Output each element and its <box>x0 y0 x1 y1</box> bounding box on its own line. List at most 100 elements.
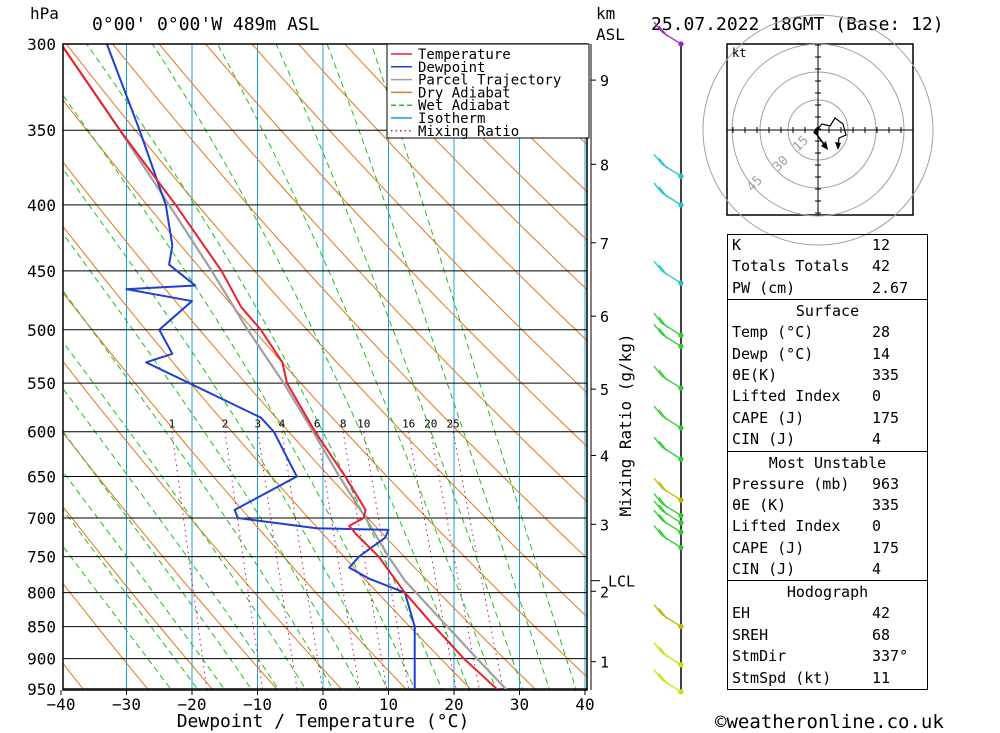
wind-level-dot <box>678 529 684 535</box>
wind-level-dot <box>678 332 684 338</box>
dry-adiabat-line <box>63 99 587 678</box>
indices-table: K 12 Totals Totals 42 PW (cm) 2.67 Surface … <box>727 234 928 691</box>
dry-adiabat-line <box>63 431 279 690</box>
wet-adiabat-line <box>275 44 524 690</box>
km-tick-label: 4 <box>600 447 609 465</box>
temperature-tick-label: −30 <box>112 695 141 714</box>
copyright-label: ©weatheronline.co.uk <box>715 711 944 733</box>
wind-barb-flag <box>658 513 668 525</box>
wind-barb-flag <box>653 669 663 681</box>
location-label: 0°00' 0°00'W 489m ASL <box>92 14 320 35</box>
surface-lifted-index-value: 0 <box>872 387 882 406</box>
dry-adiabat-line <box>251 44 587 394</box>
mu-pressure-value: 963 <box>872 474 900 493</box>
pressure-tick-label: 550 <box>27 374 56 393</box>
mu-cin-row: CIN (J) 4 <box>728 559 927 580</box>
dry-adiabat-line <box>63 161 537 690</box>
mixing-ratio-label: 25 <box>447 418 460 431</box>
wind-barb-flag <box>658 481 668 493</box>
wind-level-dot <box>678 520 684 526</box>
stmdir-value: 337° <box>872 647 909 666</box>
temperature-tick-label: 40 <box>575 695 594 714</box>
wind-level-dot <box>678 385 684 391</box>
totals-value: 42 <box>872 257 891 276</box>
pressure-unit-label: hPa <box>30 4 59 23</box>
mu-pressure-row: Pressure (mb) 963 <box>728 474 927 495</box>
pw-label: PW (cm) <box>732 278 796 297</box>
wind-barb-flag <box>653 642 663 654</box>
wind-level-dot <box>678 202 684 208</box>
wind-barb-flag <box>653 21 663 33</box>
general-indices-section: K 12 Totals Totals 42 PW (cm) 2.67 <box>728 235 927 301</box>
pressure-tick-label: 700 <box>27 509 56 528</box>
totals-label: Totals Totals <box>732 257 850 276</box>
wind-barb-flag <box>658 440 668 452</box>
surface-cin-value: 4 <box>872 430 882 449</box>
wind-level-dot <box>678 662 684 668</box>
legend-entry: Dry Adiabat <box>418 85 511 101</box>
wind-barb-flag <box>653 436 663 448</box>
mu-cin-label: CIN (J) <box>732 560 796 579</box>
mixing-ratio-axis-title: Mixing Ratio (g/kg) <box>616 333 635 516</box>
surface-cape-label: CAPE (J) <box>732 408 805 427</box>
lcl-label: LCL <box>608 573 635 591</box>
dry-adiabat-line <box>63 292 408 690</box>
wind-level-dot <box>678 623 684 630</box>
hodograph-section: Hodograph EH 42 SREH 68 StmDir 337° StmSpd … <box>728 581 927 691</box>
pw-value: 2.67 <box>872 278 909 297</box>
wind-barb-flag <box>653 365 663 377</box>
wind-barb-flag <box>658 369 668 381</box>
wet-adiabat-line <box>152 44 470 690</box>
temperature-tick-label: 30 <box>510 695 529 714</box>
km-tick-label: 6 <box>600 308 609 326</box>
legend-entry: Dewpoint <box>418 60 485 76</box>
wind-barb-flag <box>653 493 663 504</box>
dry-adiabat-line <box>158 44 587 503</box>
pressure-axis-labels: 300 350 400 450 500 550 600 650 700 750 800 850 900 9… <box>27 35 56 699</box>
wind-level-dot <box>678 41 684 47</box>
dry-adiabat-line <box>205 44 587 448</box>
surface-temp-value: 28 <box>872 323 891 342</box>
wind-barb-flag <box>658 504 668 516</box>
legend-entry: Isotherm <box>418 111 485 127</box>
surface-lifted-index-label: Lifted Index <box>732 387 841 406</box>
surface-theta-e-row: θE(K) 335 <box>728 365 927 386</box>
wet-adiabat-line <box>63 470 226 690</box>
hodograph-title: Hodograph <box>786 583 869 602</box>
stmdir-row: StmDir 337° <box>728 646 927 667</box>
wind-barb-flag <box>658 409 668 421</box>
sreh-row: SREH 68 <box>728 625 927 646</box>
mixing-ratio-label: 8 <box>340 418 347 431</box>
mixing-ratio-label: 1 <box>169 418 176 431</box>
legend-entry: Parcel Trajectory <box>418 73 561 89</box>
pressure-grid <box>63 43 587 690</box>
surface-cape-row: CAPE (J) 175 <box>728 408 927 429</box>
wet-adiabat-line <box>370 44 577 690</box>
mixing-ratio-line <box>281 431 324 690</box>
km-tick-label: 3 <box>600 516 609 534</box>
wind-barb-flag <box>658 327 668 339</box>
wind-level-dot <box>678 456 684 462</box>
hodograph-trace <box>814 117 847 148</box>
wind-barb-flag <box>658 316 668 328</box>
wet-adiabat-line <box>63 341 307 690</box>
pressure-tick-label: 800 <box>27 584 56 603</box>
datetime-label: 25.07.2022 18GMT (Base: 12) <box>651 14 944 35</box>
surface-theta-e-value: 335 <box>872 365 900 384</box>
mixing-ratio-line <box>342 431 388 690</box>
km-tick-label: 5 <box>600 381 609 399</box>
sreh-label: SREH <box>732 625 769 644</box>
surface-title: Surface <box>795 302 860 321</box>
wind-level-dot <box>678 425 684 431</box>
pressure-tick-label: 850 <box>27 618 56 637</box>
wind-barb-flag <box>653 323 663 335</box>
dry-adiabat-line <box>63 505 214 690</box>
wind-barb-flag <box>653 604 663 615</box>
temperature-tick-label: −20 <box>178 695 207 714</box>
wind-barb-flag <box>658 264 668 276</box>
wind-profile-column <box>653 21 684 695</box>
wind-barb-flag <box>658 157 668 169</box>
